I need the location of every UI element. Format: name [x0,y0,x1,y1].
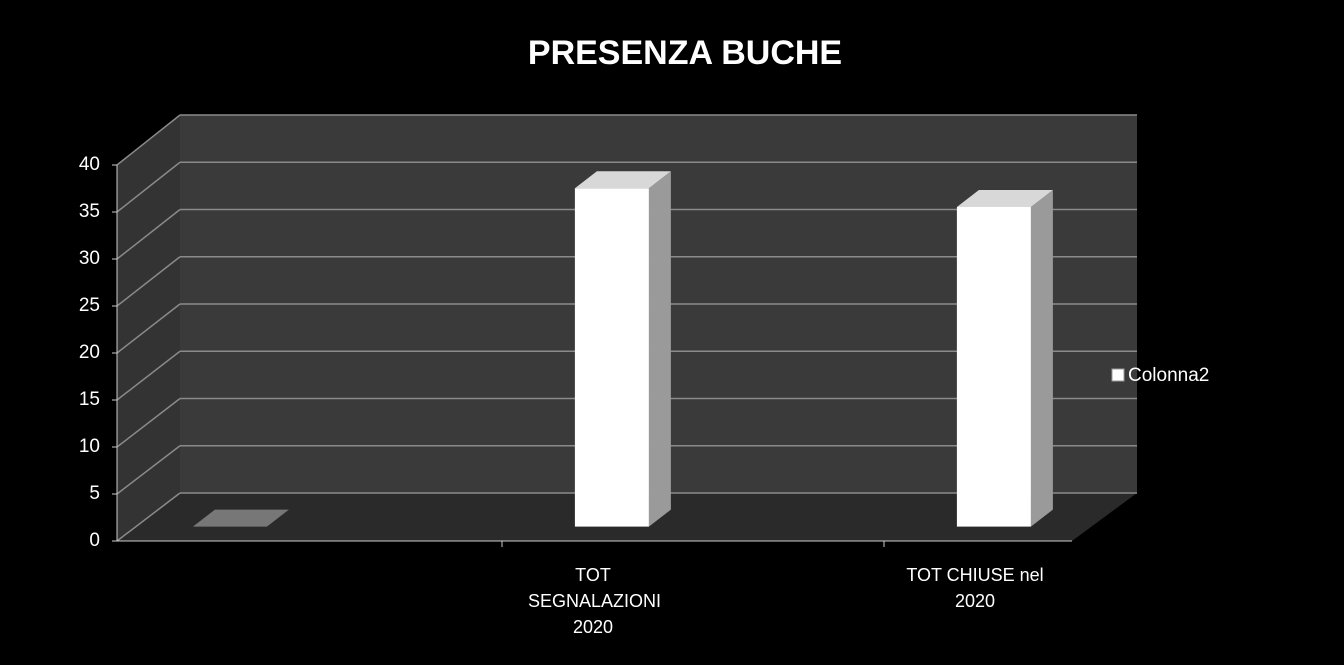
x-tick-label: TOT CHIUSE nel 2020 [906,565,1044,611]
bar-side [1030,190,1053,527]
grid-line [116,350,181,401]
bar-top [956,190,1053,207]
y-tick-label: 25 [79,295,100,316]
y-tick-label: 15 [79,389,100,410]
bar [192,509,289,527]
y-tick-label: 0 [89,530,100,551]
y-tick-label: 30 [79,248,100,269]
bar [574,171,671,527]
legend-swatch [1111,368,1125,382]
grid-line [116,397,181,448]
bar-side [648,171,671,527]
y-tick-label: 20 [79,342,100,363]
grid-line [116,208,181,260]
bar-front [574,188,649,527]
bar-top [574,171,671,189]
y-tick-label: 5 [89,483,100,504]
y-tick-label: 10 [79,436,100,457]
y-tick-label: 40 [79,154,100,175]
bar [956,190,1053,527]
grid-line [116,114,181,166]
bar-top [192,509,289,527]
grid-line [116,445,181,495]
chart-title: PRESENZA BUCHE [528,34,842,72]
x-tick-label: TOT SEGNALAZIONI 2020 [528,565,662,637]
legend-label: Colonna2 [1128,365,1209,386]
grid-line [116,492,181,542]
grid-line [116,161,181,213]
bar-front [956,207,1031,527]
grid-line [116,256,181,307]
y-tick-label: 35 [79,201,100,222]
grid-line [116,303,181,354]
